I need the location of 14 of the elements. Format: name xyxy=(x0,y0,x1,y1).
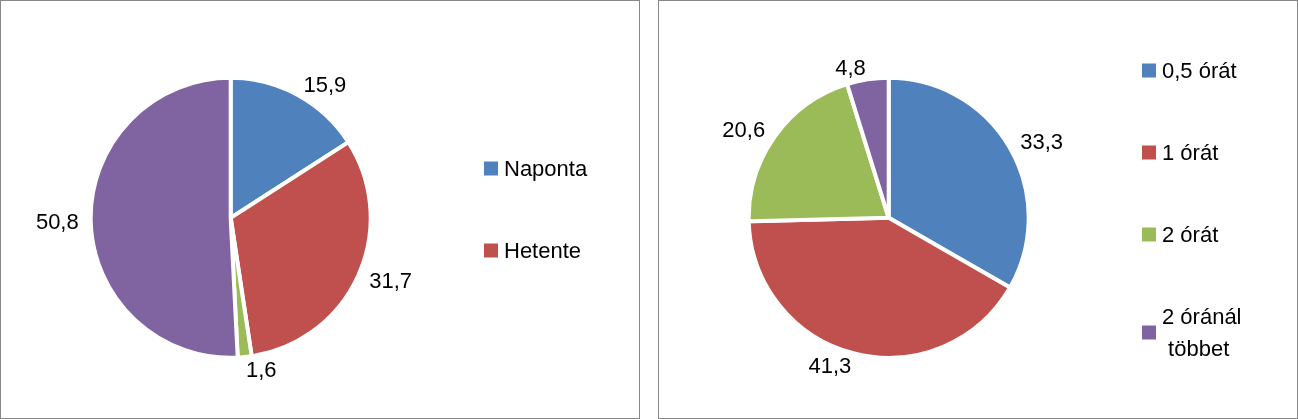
data-label: 33,3 xyxy=(1020,129,1064,155)
legend-label: Naponta xyxy=(504,156,588,181)
legend-label: 1 órát xyxy=(1162,140,1219,165)
legend-label: 0,5 órát xyxy=(1162,58,1237,83)
legend-label: 2 órát xyxy=(1162,222,1219,247)
legend-label: 2 óránál többet xyxy=(1162,304,1242,361)
data-label: 50,8 xyxy=(35,209,79,235)
data-label: 15,9 xyxy=(303,71,347,97)
data-label: 20,6 xyxy=(722,116,766,142)
data-label: 1,6 xyxy=(245,356,277,382)
data-label: 31,7 xyxy=(369,267,413,293)
legend-label: Hetente xyxy=(504,238,582,263)
data-label: 41,3 xyxy=(808,352,852,378)
data-label: 4,8 xyxy=(835,55,866,81)
